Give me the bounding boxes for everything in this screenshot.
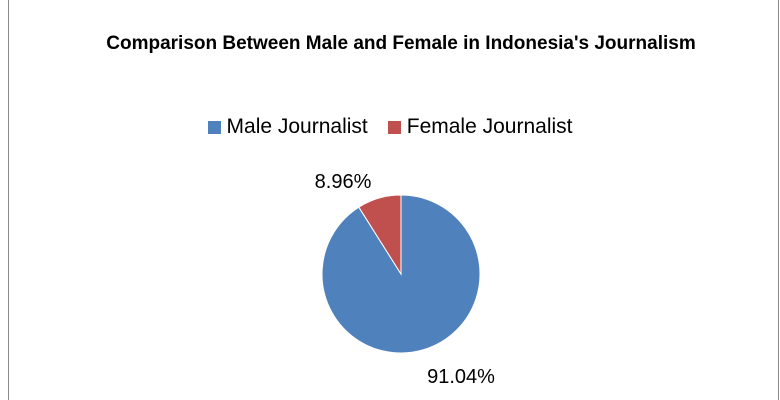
chart-legend: Male Journalist Female Journalist	[0, 112, 780, 142]
legend-swatch-male	[207, 120, 221, 134]
data-label-female: 8.96%	[315, 171, 372, 193]
legend-entry-female: Female Journalist	[387, 115, 573, 139]
legend-label-female: Female Journalist	[406, 115, 573, 138]
legend-swatch-female	[387, 120, 401, 134]
pie-slice-female	[358, 194, 402, 276]
legend-entry-male: Male Journalist	[207, 115, 368, 139]
pie-slices	[321, 194, 481, 354]
chart-title: Comparison Between Male and Female in In…	[106, 33, 696, 54]
data-label-male: 91.04%	[427, 366, 495, 388]
legend-label-male: Male Journalist	[226, 115, 368, 138]
